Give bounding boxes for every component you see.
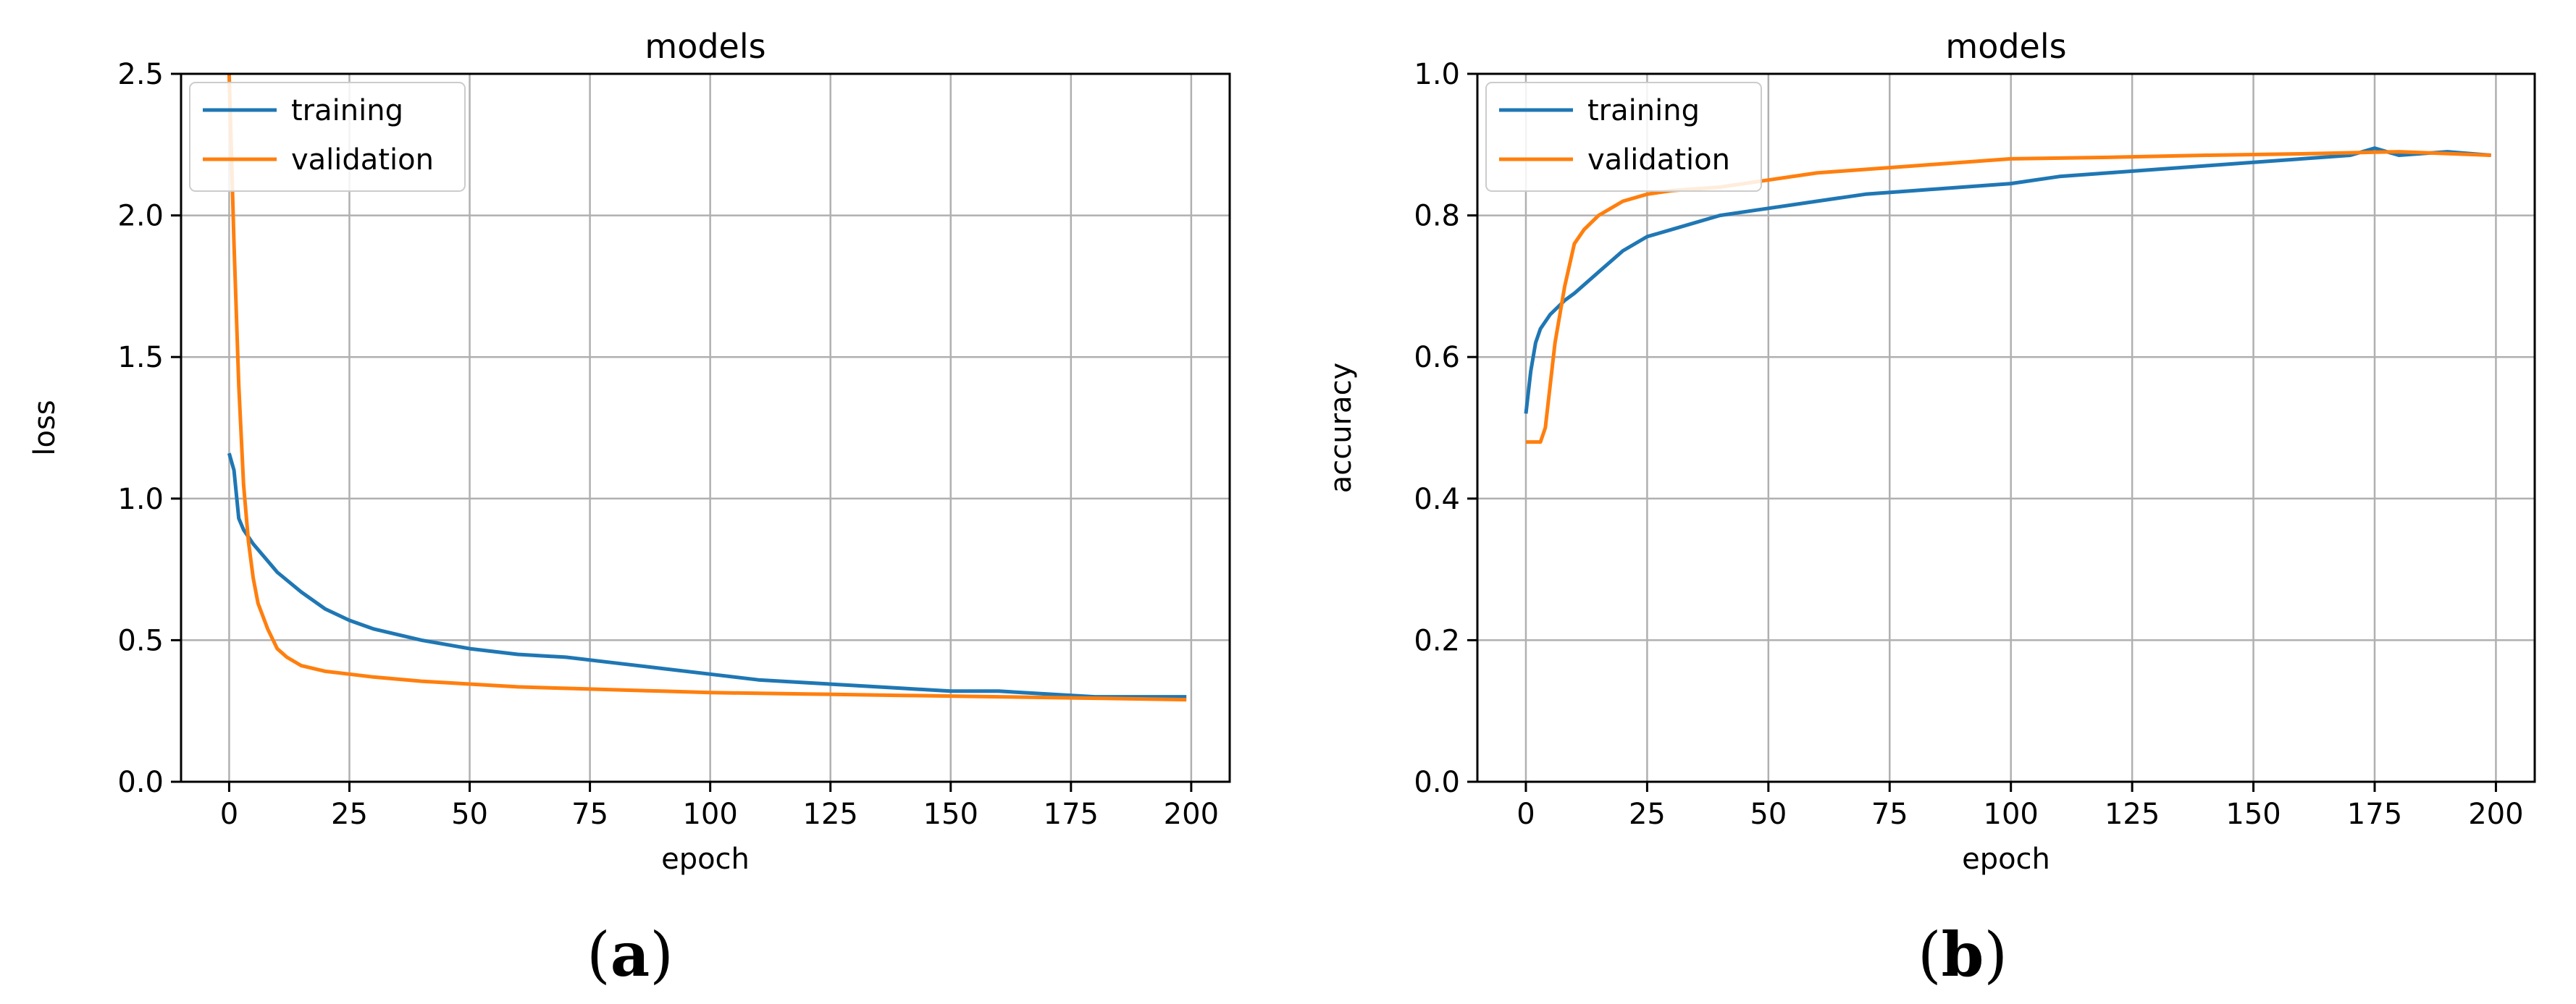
loss-x-tick-label: 200 bbox=[1164, 798, 1219, 831]
accuracy-x-tick-label: 150 bbox=[2225, 798, 2281, 831]
accuracy-y-tick-label: 0.6 bbox=[1414, 341, 1460, 374]
accuracy-x-tick-label: 125 bbox=[2105, 798, 2160, 831]
loss-x-tick-label: 175 bbox=[1044, 798, 1099, 831]
loss-legend: training validation bbox=[189, 82, 466, 192]
accuracy-x-tick-label: 200 bbox=[2468, 798, 2523, 831]
loss-x-tick-label: 0 bbox=[220, 798, 238, 831]
accuracy-x-tick-label: 100 bbox=[1984, 798, 2039, 831]
accuracy-plot-frame bbox=[1476, 72, 2536, 783]
accuracy-x-tick-label: 75 bbox=[1871, 798, 1908, 831]
accuracy-y-tick-label: 0.8 bbox=[1414, 200, 1460, 233]
loss-plot-frame bbox=[180, 72, 1231, 783]
caption-a: (a) bbox=[587, 919, 674, 990]
accuracy-series-validation-line bbox=[1526, 150, 2491, 444]
loss-ticks: 0 25 50 75 100 125 150 175 200 0.0 0.5 1.0 1.5 2.0 2.5 bbox=[117, 58, 1219, 831]
loss-legend-validation-label: validation bbox=[291, 143, 434, 177]
accuracy-y-tick-label: 0.4 bbox=[1414, 483, 1460, 516]
loss-y-tick-label: 2.0 bbox=[117, 200, 164, 233]
loss-x-axis-label: epoch bbox=[661, 843, 750, 876]
accuracy-y-tick-label: 1.0 bbox=[1414, 58, 1460, 91]
loss-x-tick-label: 75 bbox=[571, 798, 608, 831]
accuracy-y-tick-label: 0.2 bbox=[1414, 624, 1460, 657]
accuracy-y-axis-label: accuracy bbox=[1325, 363, 1358, 493]
loss-series-validation-line bbox=[227, 74, 1187, 702]
loss-lines bbox=[227, 74, 1187, 702]
loss-y-tick-label: 0.5 bbox=[117, 624, 164, 657]
accuracy-x-tick-label: 175 bbox=[2347, 798, 2402, 831]
accuracy-x-axis-label: epoch bbox=[1962, 843, 2050, 876]
caption-b-close: ) bbox=[1984, 919, 2007, 990]
caption-a-letter: a bbox=[611, 919, 650, 990]
loss-y-tick-label: 0.0 bbox=[117, 766, 164, 799]
accuracy-x-tick-label: 0 bbox=[1516, 798, 1535, 831]
loss-chart-panel: 0 25 50 75 100 125 150 175 200 0.0 0.5 1.0 1.5 2.0 2.5… bbox=[28, 27, 1231, 876]
loss-y-tick-label: 1.0 bbox=[117, 483, 164, 516]
accuracy-legend: training validation bbox=[1485, 82, 1762, 192]
accuracy-y-tick-label: 0.0 bbox=[1414, 766, 1460, 799]
loss-x-tick-label: 125 bbox=[803, 798, 858, 831]
loss-chart-title: models bbox=[645, 27, 765, 66]
caption-a-close: ) bbox=[650, 919, 674, 990]
accuracy-legend-training-label: training bbox=[1587, 94, 1700, 127]
accuracy-ticks: 0 25 50 75 100 125 150 175 200 0.0 0.2 0.4 0.6 0.8 1.0 bbox=[1414, 58, 2523, 831]
loss-series-training-line bbox=[227, 452, 1187, 699]
caption-b: (b) bbox=[1918, 919, 2007, 990]
loss-x-tick-label: 25 bbox=[331, 798, 368, 831]
loss-y-axis-label: loss bbox=[28, 400, 62, 455]
accuracy-lines bbox=[1524, 146, 2491, 444]
accuracy-x-tick-label: 50 bbox=[1750, 798, 1787, 831]
loss-x-tick-label: 100 bbox=[682, 798, 737, 831]
accuracy-chart-title: models bbox=[1945, 27, 2066, 66]
accuracy-x-tick-label: 25 bbox=[1629, 798, 1666, 831]
caption-a-open: ( bbox=[587, 919, 611, 990]
accuracy-legend-validation-label: validation bbox=[1587, 143, 1730, 177]
loss-legend-training-label: training bbox=[291, 94, 403, 127]
loss-y-tick-label: 2.5 bbox=[117, 58, 164, 91]
loss-x-tick-label: 150 bbox=[923, 798, 978, 831]
loss-y-tick-label: 1.5 bbox=[117, 341, 164, 374]
accuracy-chart-panel: 0 25 50 75 100 125 150 175 200 0.0 0.2 0.4 0.6 0.8 1.0… bbox=[1325, 27, 2536, 876]
loss-x-tick-label: 50 bbox=[451, 798, 488, 831]
caption-b-open: ( bbox=[1918, 919, 1942, 990]
caption-b-letter: b bbox=[1942, 919, 1984, 990]
